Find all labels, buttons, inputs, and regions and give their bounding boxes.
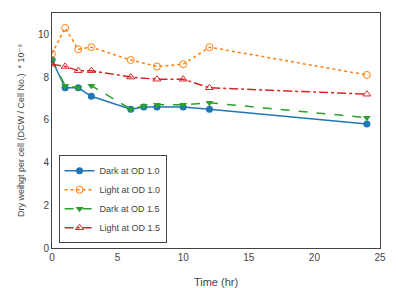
svg-text:Dark at OD 1.5: Dark at OD 1.5 [100, 204, 160, 214]
svg-text:8: 8 [43, 72, 49, 83]
svg-text:0: 0 [49, 252, 55, 263]
svg-text:15: 15 [243, 252, 255, 263]
svg-text:25: 25 [374, 252, 386, 263]
svg-text:Light at OD 1.5: Light at OD 1.5 [100, 223, 161, 233]
svg-text:0: 0 [43, 243, 49, 254]
svg-text:10: 10 [38, 29, 50, 40]
svg-text:10: 10 [178, 252, 190, 263]
svg-text:Dark at OD 1.0: Dark at OD 1.0 [100, 166, 160, 176]
svg-text:Light at OD 1.0: Light at OD 1.0 [100, 185, 161, 195]
svg-text:20: 20 [309, 252, 321, 263]
svg-text:Dry weihgt per cell (DCW / Cel: Dry weihgt per cell (DCW / Cell No.) * 1… [16, 44, 26, 217]
svg-text:5: 5 [115, 252, 121, 263]
svg-text:Time (hr): Time (hr) [194, 276, 238, 288]
svg-text:2: 2 [43, 200, 49, 211]
svg-text:4: 4 [43, 157, 49, 168]
svg-text:6: 6 [43, 114, 49, 125]
